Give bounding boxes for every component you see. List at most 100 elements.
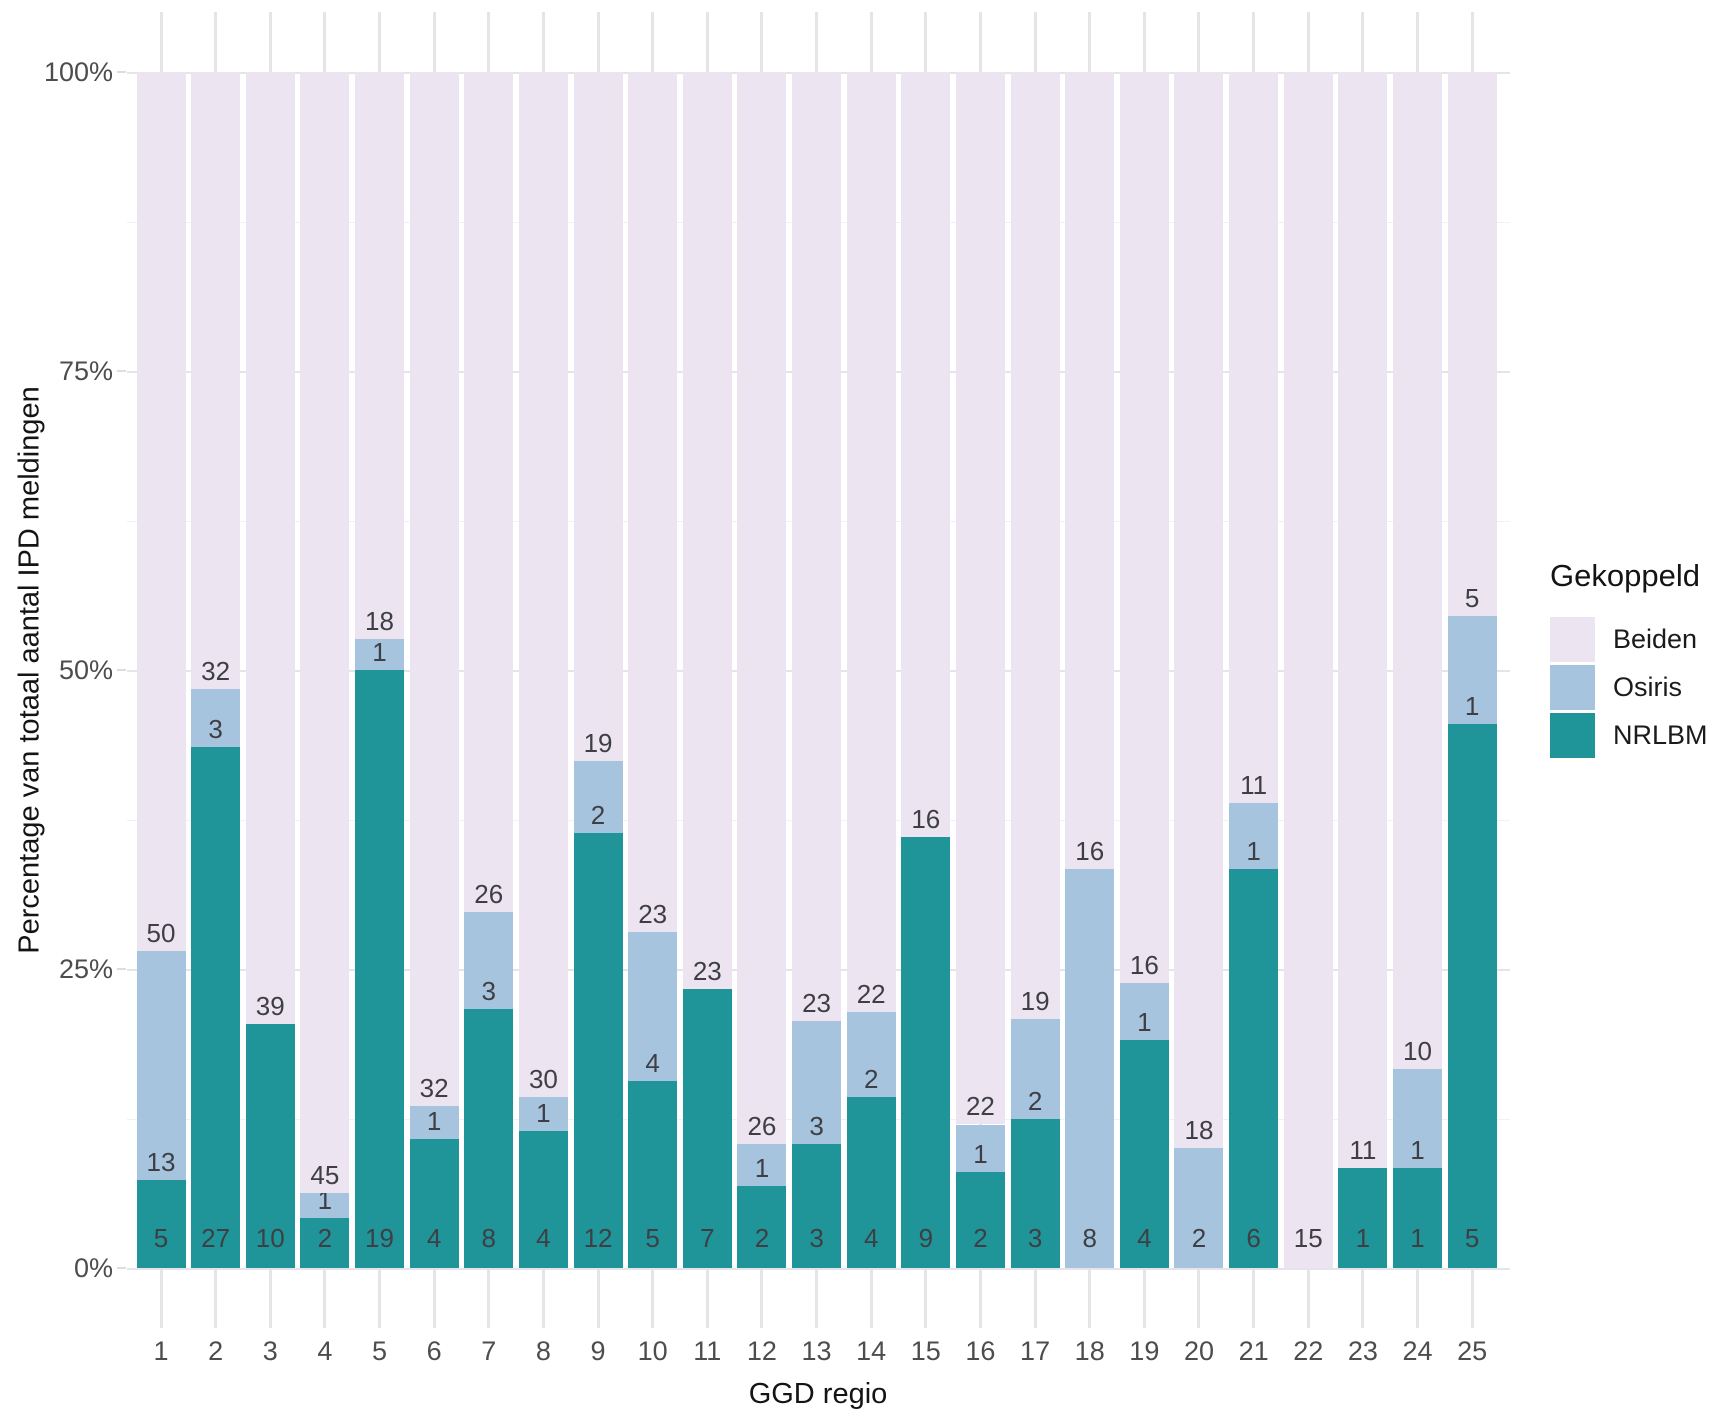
bar-segment-beiden-regio-15 xyxy=(901,72,951,838)
bar-segment-nrlbm-regio-6 xyxy=(409,1138,459,1268)
segment-count-label: 16 xyxy=(1075,836,1105,867)
x-tick-label: 10 xyxy=(637,1336,668,1366)
x-tick-label: 24 xyxy=(1402,1336,1433,1366)
bar-segment-beiden-regio-10 xyxy=(628,72,678,932)
y-tick-label: 0% xyxy=(73,1253,113,1283)
x-tick-label: 4 xyxy=(317,1336,333,1366)
x-tick-label: 18 xyxy=(1074,1336,1105,1366)
segment-count-label: 3 xyxy=(481,976,496,1007)
bar-segment-osiris-regio-18 xyxy=(1065,869,1115,1268)
x-tick-label: 15 xyxy=(910,1336,941,1366)
segment-count-label: 4 xyxy=(1137,1223,1152,1253)
x-tick-label: 8 xyxy=(535,1336,551,1366)
bar-segment-beiden-regio-4 xyxy=(300,72,350,1194)
segment-count-label: 2 xyxy=(590,800,606,831)
segment-count-label: 2 xyxy=(1027,1085,1043,1116)
x-tick-label: 1 xyxy=(153,1336,169,1366)
x-tick-label: 25 xyxy=(1457,1336,1488,1366)
x-tick-label: 22 xyxy=(1293,1336,1324,1366)
segment-count-label: 1 xyxy=(754,1152,770,1183)
bar-segment-nrlbm-regio-3 xyxy=(245,1023,295,1268)
segment-count-label: 10 xyxy=(1403,1035,1432,1066)
x-tick-label: 16 xyxy=(965,1336,996,1366)
bar-segment-osiris-regio-13 xyxy=(792,1020,842,1145)
x-tick-label: 13 xyxy=(801,1336,832,1366)
bar-segment-nrlbm-regio-9 xyxy=(573,833,623,1268)
bar-segment-beiden-regio-6 xyxy=(409,72,459,1107)
legend-item-beiden: Beiden xyxy=(1550,616,1708,662)
segment-count-label: 3 xyxy=(208,714,223,745)
bar-segment-osiris-regio-9 xyxy=(573,760,623,834)
bar-segment-osiris-regio-4 xyxy=(300,1193,350,1219)
segment-count-label: 23 xyxy=(802,987,831,1018)
segment-count-label: 2 xyxy=(754,1223,770,1253)
bar-segment-nrlbm-regio-19 xyxy=(1119,1040,1169,1268)
bar-segment-nrlbm-regio-17 xyxy=(1010,1118,1060,1268)
x-tick-label: 6 xyxy=(426,1336,442,1366)
y-tick-mark xyxy=(117,1267,126,1269)
segment-count-label: 2 xyxy=(1191,1223,1207,1253)
segment-count-label: 39 xyxy=(255,990,285,1021)
legend-label: NRLBM xyxy=(1613,719,1708,750)
segment-count-label: 1 xyxy=(372,637,387,667)
segment-count-label: 32 xyxy=(419,1073,449,1104)
segment-count-label: 18 xyxy=(365,605,394,636)
bar-segment-osiris-regio-1 xyxy=(136,951,186,1181)
bar-segment-nrlbm-regio-10 xyxy=(628,1081,678,1268)
bar-segment-beiden-regio-3 xyxy=(245,72,295,1024)
segment-count-label: 9 xyxy=(918,1223,934,1253)
segment-count-label: 7 xyxy=(700,1223,715,1253)
x-tick-label: 19 xyxy=(1129,1336,1160,1366)
x-tick-label: 7 xyxy=(481,1336,497,1366)
segment-count-label: 18 xyxy=(1184,1115,1214,1146)
y-tick-mark xyxy=(117,370,126,372)
bar-segment-osiris-regio-6 xyxy=(409,1106,459,1139)
bar-segment-nrlbm-regio-16 xyxy=(955,1172,1005,1268)
bar-segment-beiden-regio-13 xyxy=(792,72,842,1021)
y-tick-label: 100% xyxy=(43,57,113,87)
x-tick-label: 20 xyxy=(1183,1336,1214,1366)
y-tick-mark xyxy=(117,968,126,970)
bar-segment-beiden-regio-12 xyxy=(737,72,787,1145)
y-tick-label: 50% xyxy=(58,655,113,685)
bar-segment-osiris-regio-17 xyxy=(1010,1018,1060,1119)
bar-segment-nrlbm-regio-21 xyxy=(1229,869,1279,1268)
bar-segment-beiden-regio-18 xyxy=(1065,72,1115,870)
segment-count-label: 22 xyxy=(965,1091,995,1122)
legend-swatch-nrlbm xyxy=(1550,712,1595,758)
segment-count-label: 16 xyxy=(1129,950,1159,981)
bar-segment-nrlbm-regio-12 xyxy=(737,1185,787,1268)
bar-segment-osiris-regio-7 xyxy=(464,912,514,1010)
bar-segment-beiden-regio-23 xyxy=(1338,72,1388,1169)
segment-count-label: 1 xyxy=(1355,1223,1371,1253)
segment-count-label: 19 xyxy=(1020,985,1050,1016)
x-axis-title: GGD regio xyxy=(748,1378,888,1410)
bar-segment-nrlbm-regio-15 xyxy=(901,837,951,1268)
bar-segment-beiden-regio-14 xyxy=(846,72,896,1012)
x-tick-label: 12 xyxy=(746,1336,777,1366)
bar-segment-osiris-regio-24 xyxy=(1392,1068,1442,1169)
x-tick-label: 21 xyxy=(1238,1336,1269,1366)
bar-segment-osiris-regio-25 xyxy=(1447,615,1497,725)
bar-segment-nrlbm-regio-2 xyxy=(191,747,241,1268)
bar-segment-nrlbm-regio-8 xyxy=(518,1131,568,1268)
segment-count-label: 26 xyxy=(747,1111,777,1142)
segment-count-label: 6 xyxy=(1246,1223,1261,1253)
plot-panel: 5 13 50 27 3 32 10 39 2 1 45 19 1 18 4 1 32 8 3 26 4 1 30 12 2 19… xyxy=(127,12,1510,1328)
legend-item-osiris: Osiris xyxy=(1550,664,1708,710)
y-tick-mark xyxy=(117,71,126,73)
segment-count-label: 3 xyxy=(1027,1223,1043,1253)
legend-item-nrlbm: NRLBM xyxy=(1550,712,1708,758)
segment-count-label: 3 xyxy=(809,1111,824,1142)
segment-count-label: 15 xyxy=(1293,1223,1323,1253)
segment-count-label: 11 xyxy=(1240,769,1268,800)
bar-segment-nrlbm-regio-7 xyxy=(464,1009,514,1268)
bar-segment-nrlbm-regio-5 xyxy=(355,670,405,1268)
bar-segment-nrlbm-regio-13 xyxy=(792,1144,842,1268)
bar-segment-nrlbm-regio-24 xyxy=(1392,1168,1442,1268)
bar-segment-beiden-regio-20 xyxy=(1174,72,1224,1149)
segment-count-label: 11 xyxy=(1349,1135,1377,1166)
x-tick-label: 5 xyxy=(372,1336,388,1366)
segment-count-label: 23 xyxy=(638,898,668,929)
